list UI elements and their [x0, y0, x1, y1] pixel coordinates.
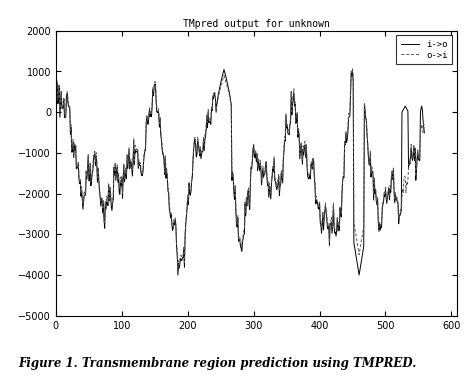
- Line: o->i: o->i: [56, 68, 425, 269]
- o->i: [350, 66, 356, 70]
- i->o: [367, 163, 372, 167]
- i->o: [83, 169, 89, 173]
- i->o: [314, 198, 319, 202]
- Title: TMpred output for unknown: TMpred output for unknown: [183, 18, 330, 28]
- o->i: [313, 197, 318, 202]
- i->o: [422, 131, 427, 135]
- o->i: [376, 225, 382, 230]
- o->i: [292, 100, 298, 104]
- i->o: [221, 67, 227, 72]
- o->i: [83, 169, 89, 173]
- i->o: [376, 229, 382, 234]
- i->o: [53, 73, 59, 78]
- o->i: [175, 267, 181, 271]
- i->o: [293, 121, 299, 126]
- Legend: i->o, o->i: i->o, o->i: [397, 35, 452, 64]
- o->i: [367, 161, 372, 166]
- Line: i->o: i->o: [56, 69, 425, 275]
- Text: Figure 1. Transmembrane region prediction using TMPRED.: Figure 1. Transmembrane region predictio…: [19, 357, 417, 370]
- i->o: [175, 273, 181, 277]
- o->i: [53, 79, 59, 84]
- o->i: [56, 93, 62, 97]
- o->i: [422, 126, 427, 131]
- i->o: [56, 97, 62, 102]
